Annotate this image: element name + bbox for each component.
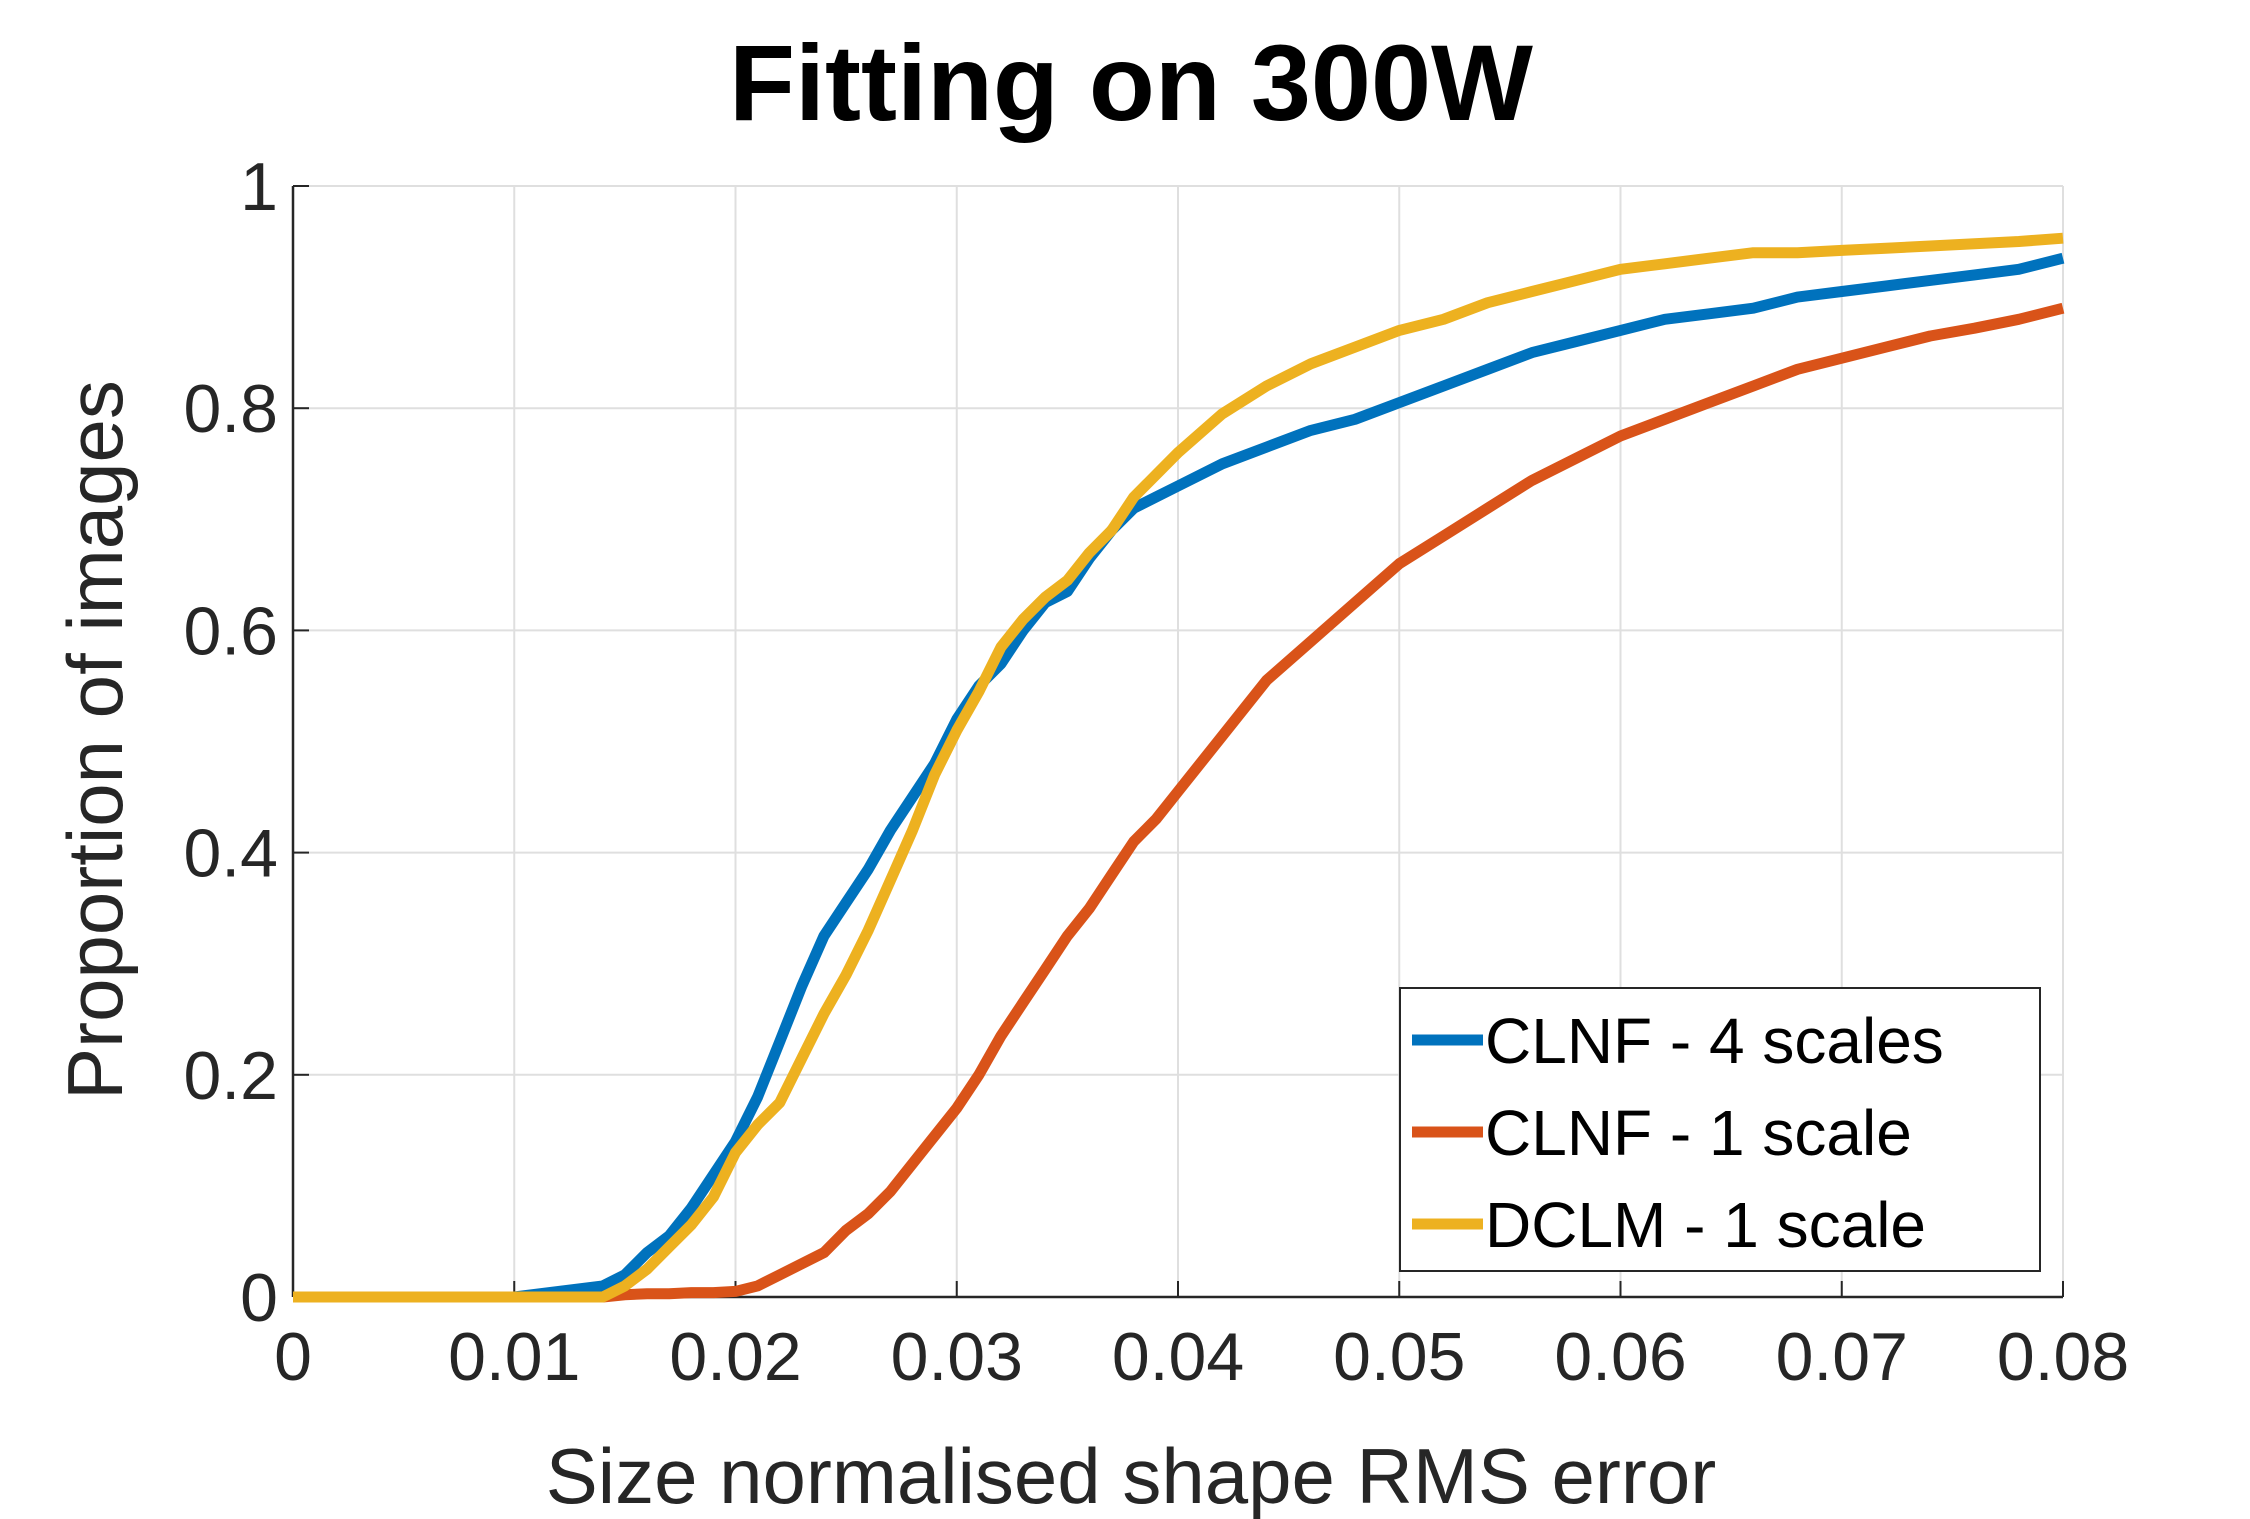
x-axis-label: Size normalised shape RMS error bbox=[546, 1432, 1716, 1519]
y-tick-label: 0 bbox=[240, 1260, 278, 1336]
x-tick-label: 0.07 bbox=[1776, 1319, 1908, 1395]
x-tick-label: 0.06 bbox=[1554, 1319, 1686, 1395]
y-tick-label: 0.4 bbox=[183, 816, 278, 892]
y-tick-label: 0.8 bbox=[183, 371, 278, 447]
legend: CLNF - 4 scales CLNF - 1 scale DCLM - 1 sc… bbox=[1399, 987, 2041, 1272]
x-tick-label: 0.03 bbox=[891, 1319, 1023, 1395]
x-tick-label: 0.04 bbox=[1112, 1319, 1244, 1395]
x-ticks: 0 0.01 0.02 0.03 0.04 0.05 0.06 0.07 0.08 bbox=[274, 1281, 2129, 1395]
series-line bbox=[293, 252, 2065, 1303]
y-tick-label: 1 bbox=[240, 149, 278, 225]
legend-label: DCLM - 1 scale bbox=[1485, 1189, 1926, 1261]
x-tick-label: 0.05 bbox=[1333, 1319, 1465, 1395]
series-group bbox=[293, 232, 2065, 1303]
y-tick-label: 0.6 bbox=[183, 593, 278, 669]
legend-box bbox=[1399, 987, 2041, 1272]
x-tick-label: 0.02 bbox=[669, 1319, 801, 1395]
y-axis-label: Proportion of images bbox=[51, 380, 139, 1100]
series-line bbox=[293, 302, 2065, 1303]
x-tick-label: 0 bbox=[274, 1319, 312, 1395]
series-line bbox=[293, 232, 2064, 1303]
y-ticks: 0 0.2 0.4 0.6 0.8 1 bbox=[183, 149, 309, 1336]
y-tick-label: 0.2 bbox=[183, 1038, 278, 1114]
chart-title: Fitting on 300W bbox=[729, 22, 1533, 143]
x-tick-label: 0.08 bbox=[1997, 1319, 2129, 1395]
legend-label: CLNF - 1 scale bbox=[1485, 1097, 1912, 1169]
x-tick-label: 0.01 bbox=[448, 1319, 580, 1395]
legend-label: CLNF - 4 scales bbox=[1485, 1005, 1944, 1077]
